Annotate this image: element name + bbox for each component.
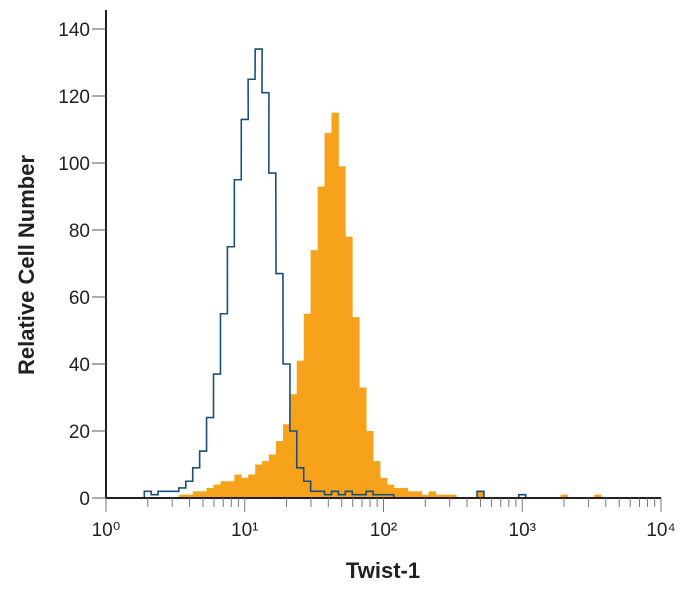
histogram-bar — [407, 491, 415, 498]
histogram-bar — [192, 491, 201, 498]
histogram-bar — [303, 313, 312, 498]
series-layer — [143, 48, 602, 498]
y-tick-label: 20 — [69, 422, 90, 443]
histogram-bar — [227, 481, 235, 498]
y-tick-label: 40 — [69, 355, 90, 376]
histogram-bar — [248, 474, 256, 498]
histogram-bar — [213, 484, 221, 498]
histogram-bar — [338, 166, 346, 498]
histogram-bar — [386, 484, 395, 498]
histogram-bar — [366, 431, 374, 498]
histogram-bar — [268, 454, 277, 498]
y-axis-title: Relative Cell Number — [14, 155, 39, 376]
histogram-bar — [331, 112, 339, 498]
histogram-bar — [428, 491, 436, 498]
histogram-bar — [289, 394, 298, 498]
histogram-bar — [345, 236, 353, 498]
series-0 — [178, 112, 602, 498]
histogram-bar — [206, 487, 214, 498]
histogram-bar — [442, 494, 450, 498]
histogram-bar — [352, 317, 360, 498]
histogram-outline — [143, 48, 527, 498]
histogram-bar — [296, 360, 305, 498]
histogram-bar — [220, 481, 228, 498]
histogram-bar — [560, 494, 568, 498]
y-tick-label: 100 — [58, 154, 90, 175]
x-tick-label: 10⁴ — [646, 520, 675, 541]
series-1 — [143, 48, 527, 498]
histogram-bar — [255, 464, 263, 498]
histogram-bar — [414, 491, 423, 498]
histogram-bar — [373, 461, 381, 498]
axes-layer: 0 20 40 60 80 100 120 140 10⁰ 10¹ 10² 10³ 10⁴ — [58, 10, 676, 541]
x-tick-label: 10¹ — [231, 520, 258, 541]
x-tick-label: 10³ — [509, 520, 536, 541]
histogram-bar — [199, 491, 207, 498]
histogram-bar — [449, 494, 457, 498]
histogram-bar — [276, 441, 284, 498]
histogram-bar — [380, 477, 388, 498]
histogram-bar — [324, 132, 332, 498]
histogram-bar — [421, 494, 430, 498]
histogram-bar — [234, 474, 242, 498]
histogram-bar — [400, 487, 409, 498]
x-tick-label: 10² — [370, 520, 397, 541]
y-tick-label: 120 — [58, 87, 90, 108]
histogram-bar — [317, 186, 325, 498]
histogram-bar — [477, 491, 485, 498]
histogram-bar — [283, 424, 291, 498]
y-tick-label: 0 — [79, 489, 90, 510]
y-tick-label: 60 — [69, 288, 90, 309]
histogram-bar — [185, 494, 194, 498]
histogram-bar — [359, 387, 367, 498]
histogram-bar — [393, 487, 402, 498]
histogram-bar — [594, 494, 602, 498]
x-tick-label: 10⁰ — [92, 520, 121, 541]
histogram-bar — [241, 477, 249, 498]
x-axis-title: Twist-1 — [346, 558, 420, 583]
histogram-bar — [435, 494, 443, 498]
histogram-bar — [178, 494, 187, 498]
histogram-bar — [310, 250, 318, 498]
y-tick-label: 140 — [58, 20, 90, 41]
histogram-bar — [261, 461, 270, 498]
y-tick-label: 80 — [69, 221, 90, 242]
